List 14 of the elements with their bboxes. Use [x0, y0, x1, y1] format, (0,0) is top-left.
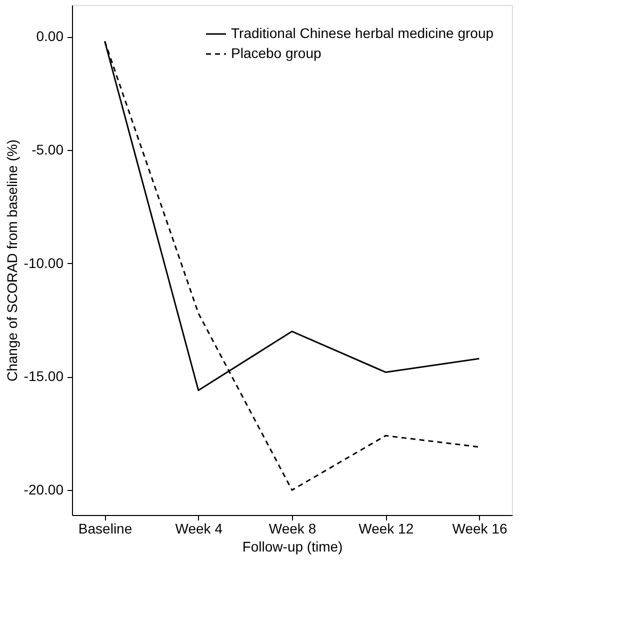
x-tick-label: Baseline: [78, 520, 132, 536]
legend-label: Traditional Chinese herbal medicine group: [231, 25, 494, 41]
y-tick-label: -5.00: [32, 142, 64, 158]
y-tick-label: -20.00: [24, 482, 64, 498]
legend-label: Placebo group: [231, 45, 322, 61]
x-tick-label: Week 8: [268, 520, 316, 536]
x-tick-label: Week 12: [358, 520, 414, 536]
y-tick-label: -15.00: [24, 368, 64, 384]
y-tick-label: 0.00: [36, 28, 64, 44]
y-tick-label: -10.00: [24, 254, 64, 271]
x-tick-label: Week 4: [175, 520, 223, 536]
y-axis-title: Change of SCORAD from baseline (%): [4, 140, 20, 382]
x-axis-title: Follow-up (time): [242, 538, 343, 554]
x-tick-label: Week 16: [452, 520, 508, 536]
